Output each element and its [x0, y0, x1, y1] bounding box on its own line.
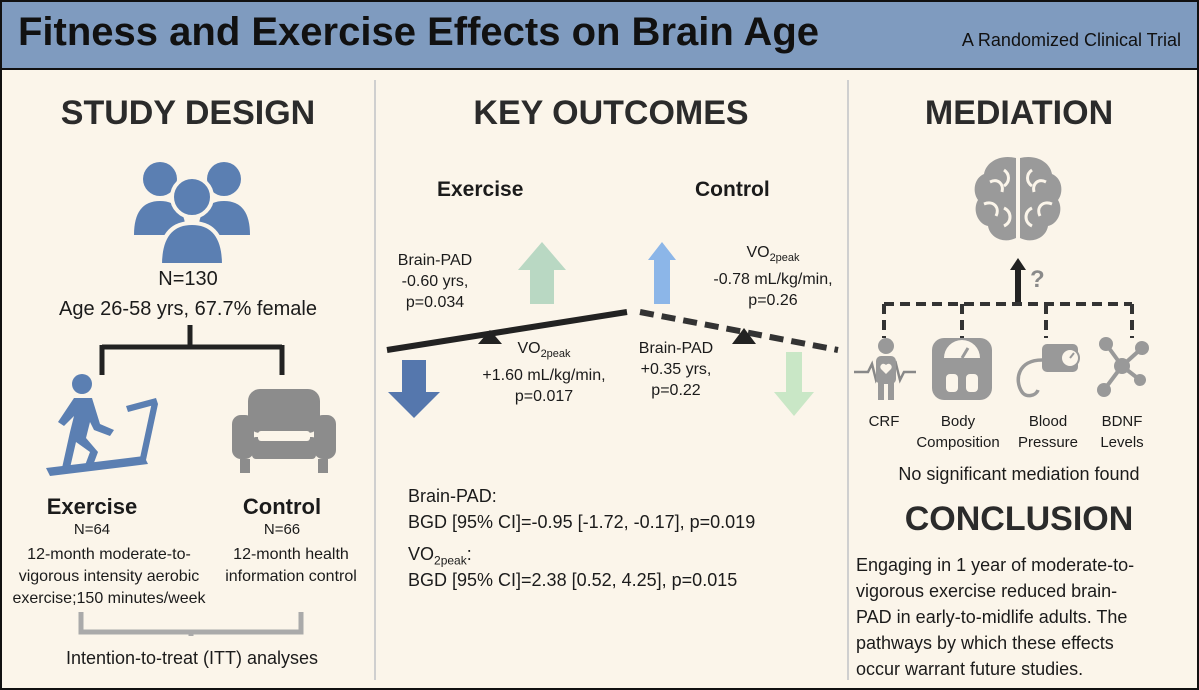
summary-vo2-label: VO2peak: — [408, 544, 472, 568]
conclusion-line-1: Engaging in 1 year of moderate-to- — [856, 555, 1135, 575]
control-beam — [639, 309, 839, 353]
group-split-bracket — [99, 325, 285, 375]
mediator-crf-label: CRF — [854, 411, 914, 432]
sample-size: N=130 — [158, 268, 218, 290]
conclusion-line-3: PAD in early-to-midlife adults. The — [856, 607, 1128, 627]
control-vo2-l1: VO2peak — [746, 244, 800, 265]
people-group-icon — [134, 162, 250, 267]
header-banner: Fitness and Exercise Effects on Brain Ag… — [2, 2, 1197, 70]
mediation-result: No significant mediation found — [898, 464, 1140, 484]
control-brainpad-l3: p=0.22 — [651, 382, 701, 399]
conclusion-line-2: vigorous exercise reduced brain- — [856, 581, 1118, 601]
mediator-body-l1: Body — [940, 413, 976, 430]
mediator-bdnf-l2: Levels — [1100, 434, 1144, 451]
control-brainpad-l2: +0.35 yrs, — [640, 361, 712, 378]
mediator-bp-label: Blood Pressure — [1008, 411, 1088, 453]
exercise-vo2-l3: p=0.017 — [514, 388, 574, 406]
exercise-desc-line1: 12-month moderate-to- — [27, 546, 191, 563]
mediation-up-arrow — [1010, 258, 1026, 304]
exercise-seesaw — [386, 242, 628, 418]
control-brainpad-result: Brain-PAD +0.35 yrs, p=0.22 — [626, 338, 726, 401]
exercise-brainpad-l3: p=0.034 — [405, 294, 465, 311]
mediation-dashed-tree — [882, 302, 1134, 338]
exercise-vo2-l2: +1.60 mL/kg/min, — [482, 367, 606, 385]
analysis-bracket — [78, 612, 304, 636]
control-vo2-result: VO2peak -0.78 mL/kg/min, p=0.26 — [698, 242, 848, 311]
page-title: Fitness and Exercise Effects on Brain Ag… — [18, 10, 819, 54]
study-design-heading: STUDY DESIGN — [60, 94, 316, 132]
mediator-body-label: Body Composition — [906, 411, 1010, 453]
armchair-icon — [232, 389, 336, 473]
mediator-crf-l1: CRF — [868, 413, 900, 430]
column-divider-2 — [847, 80, 849, 680]
itt-analysis-label: Intention-to-treat (ITT) analyses — [65, 648, 319, 668]
conclusion-line-4: pathways by which these effects — [856, 633, 1114, 653]
control-fulcrum — [732, 328, 756, 344]
exercise-vo2-result: VO2peak +1.60 mL/kg/min, p=0.017 — [465, 338, 623, 407]
exercise-brainpad-down-arrow — [388, 360, 440, 418]
exercise-group-n: N=64 — [73, 521, 111, 538]
exercise-brainpad-result: Brain-PAD -0.60 yrs, p=0.034 — [380, 250, 490, 313]
mediator-body-l2: Composition — [916, 434, 1000, 451]
page-subtitle: A Randomized Clinical Trial — [961, 30, 1181, 50]
conclusion-text: Engaging in 1 year of moderate-to- vigor… — [856, 552, 1134, 682]
mediator-bp-l2: Pressure — [1017, 434, 1079, 451]
exercise-beam — [386, 309, 628, 353]
exercise-vo2-up-arrow — [518, 242, 566, 304]
blood-pressure-icon — [1016, 344, 1080, 398]
exercise-brainpad-l1: Brain-PAD — [397, 252, 473, 269]
exercise-group-label: Exercise — [46, 494, 138, 519]
summary-brainpad-value: BGD [95% CI]=-0.95 [-1.72, -0.17], p=0.0… — [408, 512, 756, 532]
column-divider-1 — [374, 80, 376, 680]
control-vo2-l2: -0.78 mL/kg/min, — [713, 271, 833, 289]
exercise-vo2-l1: VO2peak — [517, 340, 571, 361]
mediation-heading: MEDIATION — [924, 94, 1114, 132]
molecule-icon — [1097, 337, 1149, 397]
treadmill-runner-icon — [46, 374, 158, 476]
exercise-desc-line2: vigorous intensity aerobic — [18, 568, 200, 585]
control-group-n: N=66 — [263, 521, 301, 538]
mediator-bdnf-label: BDNF Levels — [1082, 411, 1162, 453]
key-outcomes-heading: KEY OUTCOMES — [473, 94, 749, 132]
question-mark: ? — [1030, 266, 1045, 293]
control-brainpad-l1: Brain-PAD — [638, 340, 714, 357]
brain-icon — [974, 156, 1062, 241]
control-vo2-l3: p=0.26 — [748, 292, 798, 310]
exercise-brainpad-l2: -0.60 yrs, — [401, 273, 469, 290]
conclusion-line-5: occur warrant future studies. — [856, 659, 1084, 679]
control-vo2-up-arrow — [648, 242, 676, 304]
control-group-label: Control — [242, 494, 322, 519]
control-column-label: Control — [695, 178, 770, 201]
demographics: Age 26-58 yrs, 67.7% female — [59, 298, 317, 320]
summary-brainpad-label: Brain-PAD: — [408, 486, 497, 506]
control-brainpad-down-arrow — [774, 352, 814, 416]
control-desc-line2: information control — [225, 568, 357, 585]
scale-icon — [932, 338, 992, 400]
exercise-desc-line3: exercise;150 minutes/week — [12, 590, 206, 607]
control-seesaw — [639, 242, 839, 416]
conclusion-heading: CONCLUSION — [904, 500, 1134, 538]
mediator-bp-l1: Blood — [1028, 413, 1068, 430]
exercise-column-label: Exercise — [437, 178, 524, 201]
mediator-bdnf-l1: BDNF — [1101, 413, 1143, 430]
control-desc-line1: 12-month health — [233, 546, 349, 563]
summary-vo2-value: BGD [95% CI]=2.38 [0.52, 4.25], p=0.015 — [408, 570, 738, 590]
heart-person-icon — [854, 338, 916, 400]
exercise-fulcrum — [478, 330, 502, 344]
